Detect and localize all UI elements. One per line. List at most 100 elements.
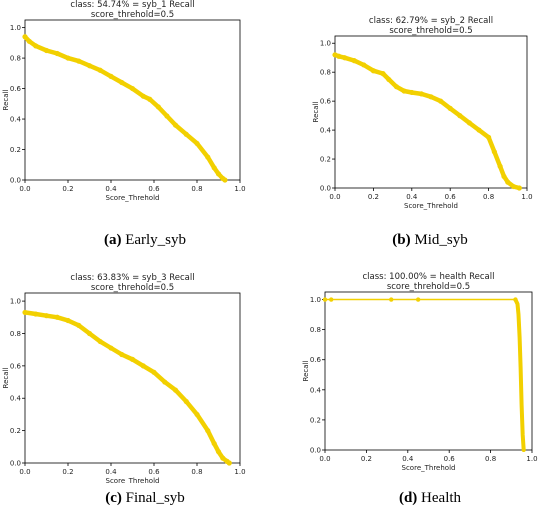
recall-point — [457, 113, 463, 119]
x-tick-label: 0.4 — [402, 455, 414, 463]
y-tick-label: 0.6 — [310, 356, 322, 364]
recall-point — [415, 297, 421, 302]
recall-point — [26, 38, 32, 44]
chart-title: class: 63.83% = syb_3 Recall — [70, 273, 194, 283]
recall-point — [380, 71, 386, 77]
recall-point — [505, 179, 511, 185]
recall-point — [33, 311, 39, 317]
recall-point — [211, 165, 217, 171]
recall-point — [54, 50, 60, 57]
recall-point — [129, 356, 136, 362]
x-axis-label: Score_Threhold — [106, 477, 160, 483]
y-tick-label: 0.8 — [10, 330, 21, 338]
caption-b: (b) Mid_syb — [345, 232, 515, 249]
recall-point — [129, 85, 136, 92]
plot-frame — [334, 35, 528, 189]
x-axis-label: Score_Threhold — [404, 202, 458, 210]
recall-point — [43, 47, 50, 54]
chart-panel-a: class: 54.74% = syb_1 Recall score_threho… — [0, 0, 275, 225]
recall-point — [516, 185, 522, 191]
recall-point — [183, 398, 189, 405]
recall-series-drop — [513, 297, 526, 452]
y-tick-label: 0.6 — [10, 85, 22, 93]
x-tick-label: 0.0 — [329, 193, 340, 201]
y-tick-label: 0.6 — [320, 98, 332, 106]
recall-point — [147, 96, 153, 102]
x-tick-label: 0.0 — [319, 455, 330, 463]
chart-subtitle: score_threhold=0.5 — [387, 282, 470, 292]
recall-point — [222, 177, 228, 183]
x-tick-label: 0.6 — [444, 455, 456, 463]
x-tick-label: 0.0 — [19, 468, 30, 476]
caption-d-text: Health — [421, 490, 462, 506]
recall-point — [22, 309, 28, 316]
x-tick-label: 0.6 — [445, 193, 457, 201]
recall-point — [76, 322, 82, 328]
caption-c: (c) Final_syb — [60, 490, 230, 507]
recall-chart-c: class: 63.83% = syb_3 Recallscore_threho… — [2, 273, 246, 485]
recall-point — [428, 94, 434, 100]
x-tick-label: 1.0 — [234, 185, 245, 193]
y-tick-label: 0.2 — [10, 427, 21, 435]
chart-panel-c: class: 63.83% = syb_3 Recall score_threho… — [0, 258, 275, 485]
x-tick-label: 0.4 — [105, 468, 117, 476]
recall-point — [97, 67, 103, 73]
recall-point — [164, 113, 170, 119]
recall-point — [329, 297, 334, 302]
recall-point — [205, 428, 211, 434]
x-tick-label: 0.2 — [62, 185, 73, 193]
recall-point — [205, 154, 211, 160]
y-tick-label: 1.0 — [310, 296, 321, 304]
recall-point — [76, 58, 82, 64]
y-tick-label: 0.2 — [320, 156, 331, 164]
x-tick-label: 0.6 — [148, 468, 160, 476]
recall-point — [386, 76, 392, 83]
recall-point — [22, 34, 28, 40]
caption-b-text: Mid_syb — [414, 232, 468, 248]
recall-point — [162, 379, 168, 385]
recall-point — [486, 134, 492, 140]
y-axis-label: Recall — [2, 90, 10, 111]
y-tick-label: 0.0 — [310, 447, 321, 455]
recall-point — [194, 140, 200, 147]
recall-point — [220, 455, 226, 461]
caption-a-letter: (a) — [103, 232, 122, 248]
recall-point — [43, 313, 50, 319]
caption-c-text: Final_syb — [125, 490, 185, 506]
recall-point — [33, 43, 39, 49]
recall-point — [172, 122, 179, 128]
caption-c-letter: (c) — [105, 490, 122, 506]
recall-series-line — [22, 310, 232, 466]
recall-point — [86, 63, 93, 69]
x-tick-label: 0.8 — [485, 455, 496, 463]
x-tick-label: 1.0 — [521, 193, 532, 201]
y-tick-label: 0.8 — [310, 326, 321, 334]
recall-point — [97, 338, 103, 345]
x-tick-label: 0.2 — [62, 468, 73, 476]
recall-point — [409, 89, 415, 96]
y-tick-label: 0.0 — [10, 177, 21, 185]
recall-point — [54, 314, 60, 320]
x-axis-label: Score_Threhold — [402, 464, 456, 472]
recall-point — [447, 105, 453, 111]
recall-point — [342, 55, 348, 61]
y-tick-label: 0.6 — [10, 362, 22, 370]
x-tick-label: 0.2 — [361, 455, 372, 463]
recall-point — [108, 345, 114, 351]
recall-point — [370, 68, 376, 74]
recall-point — [86, 330, 93, 337]
chart-title: class: 100.00% = health Recall — [363, 272, 495, 282]
caption-b-letter: (b) — [392, 232, 411, 248]
recall-point — [211, 440, 217, 447]
recall-point — [438, 98, 444, 104]
recall-chart-a: class: 54.74% = syb_1 Recallscore_threho… — [2, 0, 246, 202]
y-axis-label: Recall — [312, 102, 320, 123]
x-tick-label: 0.4 — [105, 185, 117, 193]
y-tick-label: 0.8 — [320, 69, 331, 77]
x-tick-label: 0.0 — [19, 185, 30, 193]
recall-point — [119, 79, 125, 86]
recall-point — [491, 149, 497, 155]
x-tick-label: 0.2 — [368, 193, 379, 201]
chart-title: class: 62.79% = syb_2 Recall — [369, 16, 493, 26]
y-tick-label: 0.4 — [310, 386, 322, 394]
